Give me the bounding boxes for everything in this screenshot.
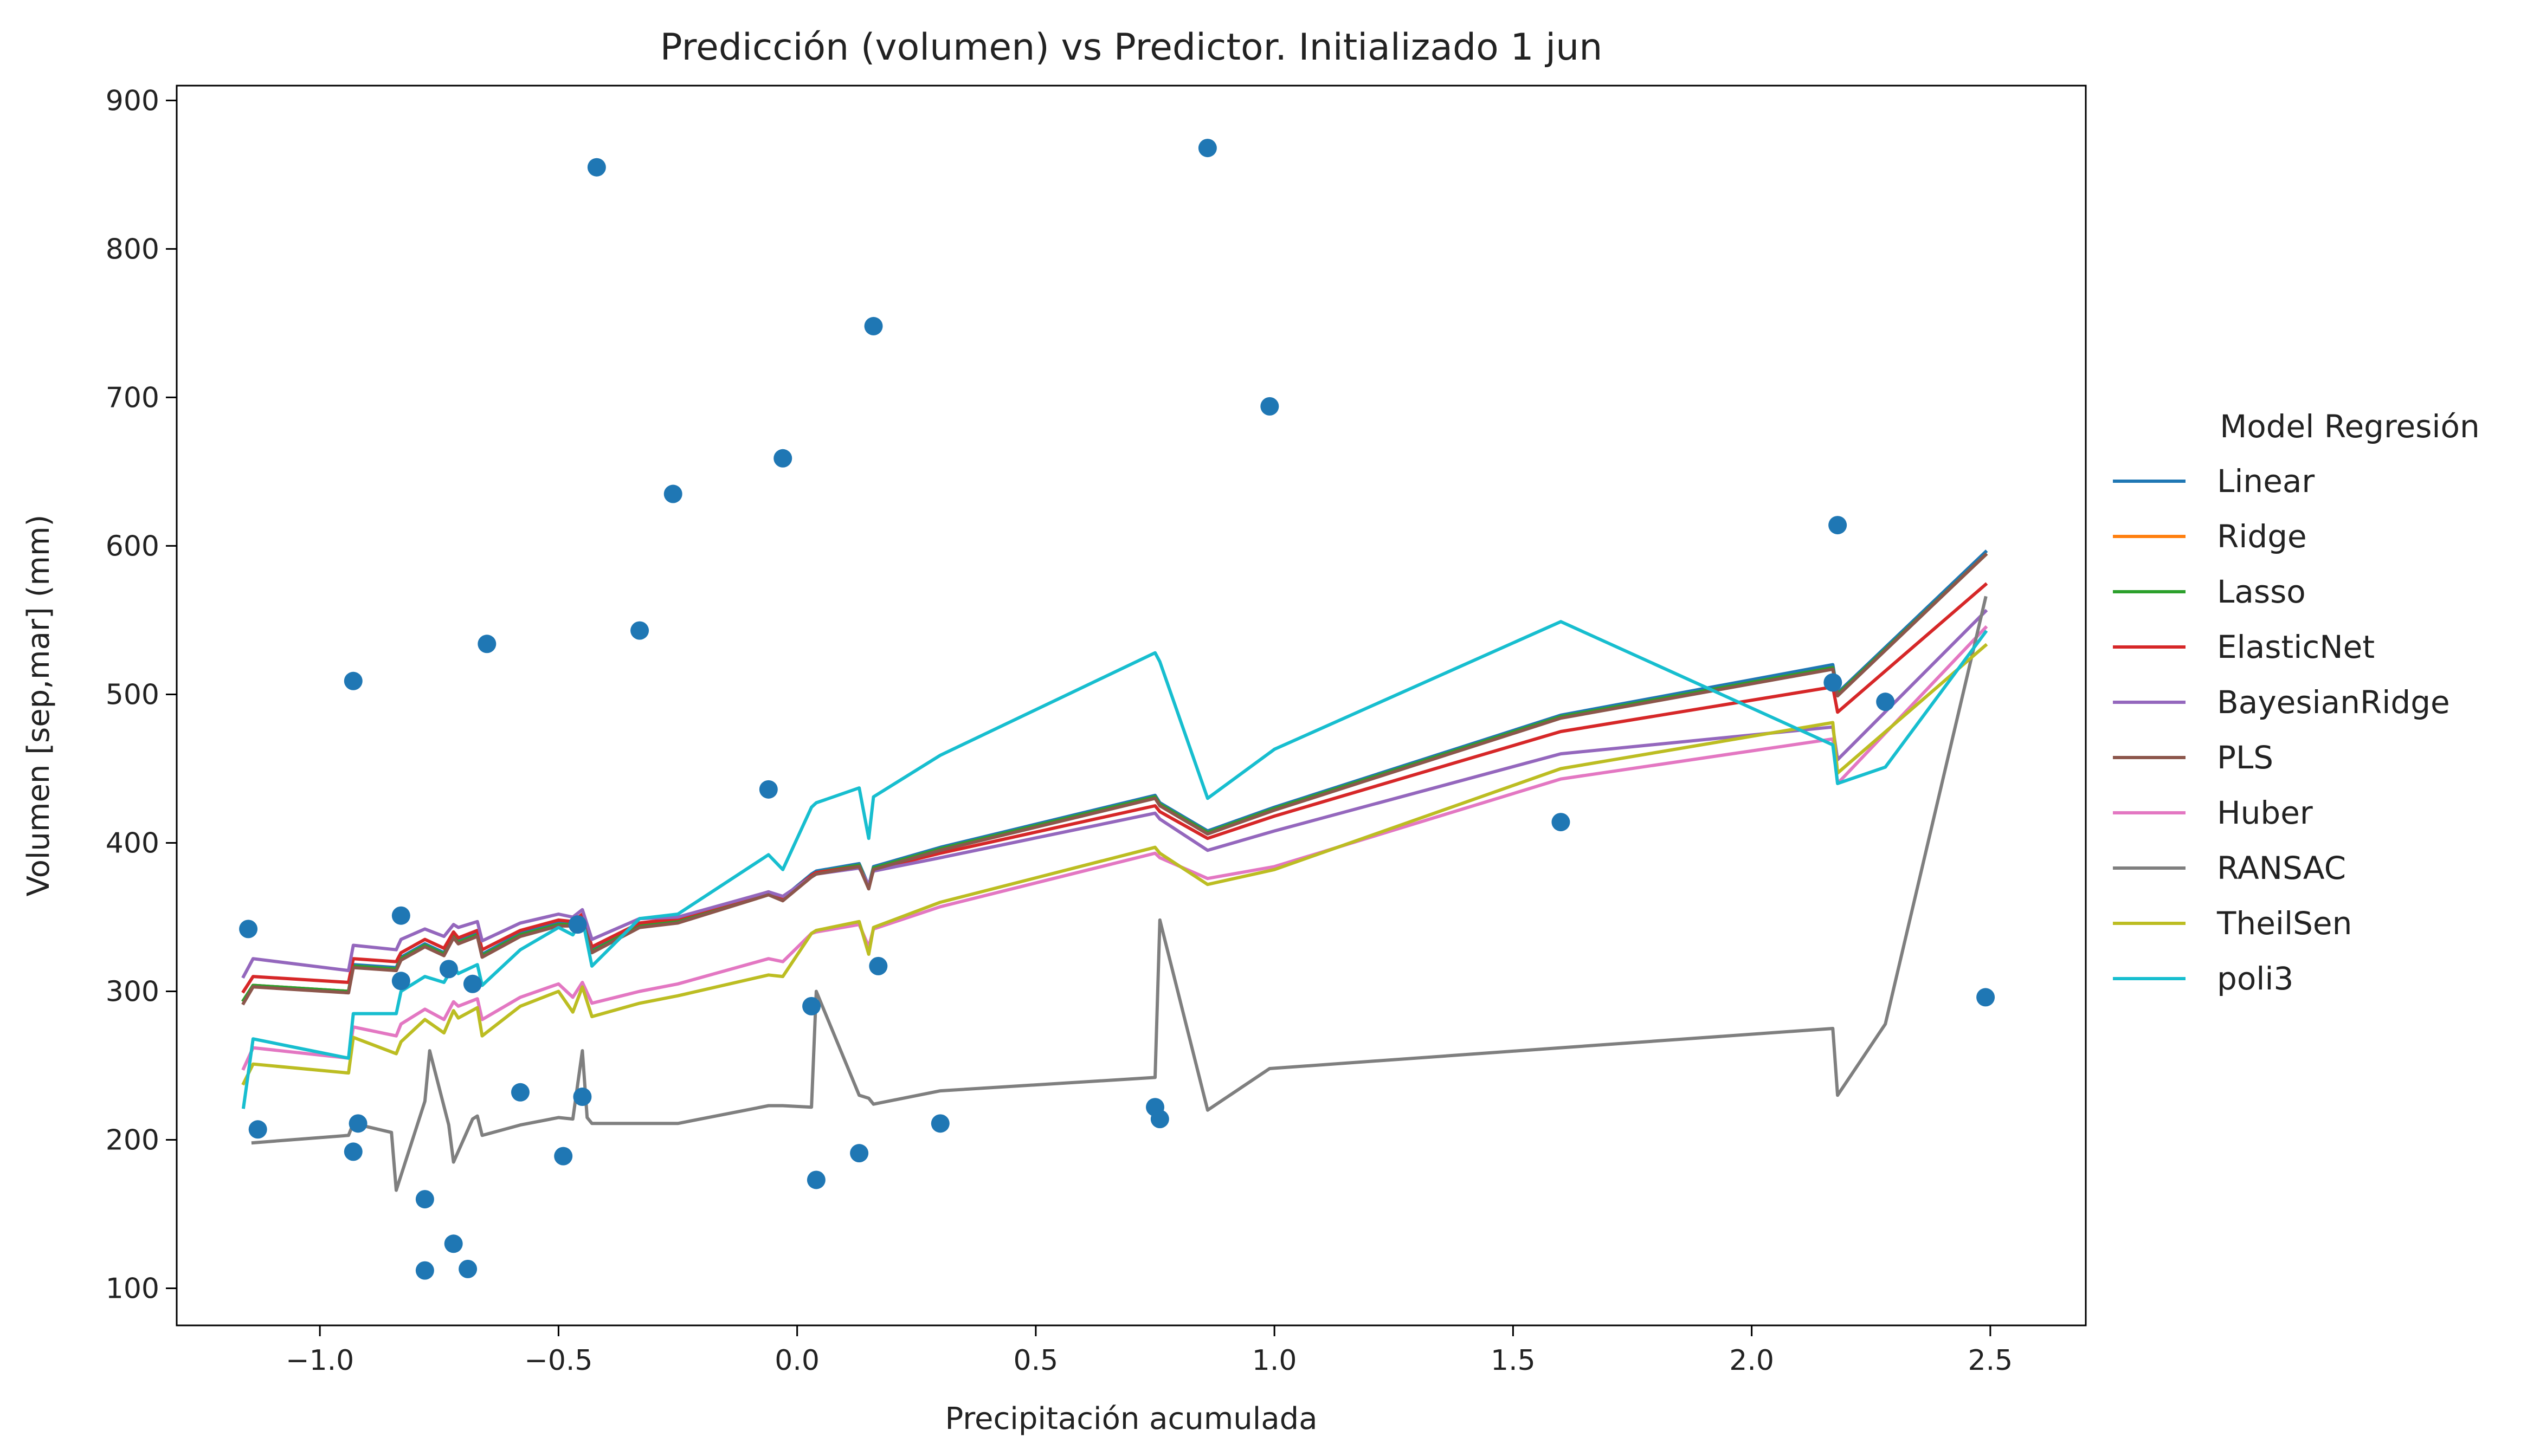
scatter-point [759, 780, 778, 799]
y-axis-label: Volumen [sep,mar] (mm) [21, 515, 56, 897]
scatter-point [349, 1114, 368, 1133]
scatter-point [773, 449, 792, 468]
series-line-ransac [251, 596, 1988, 1192]
scatter-point [391, 972, 410, 991]
x-tick-label: 0.5 [1014, 1344, 1059, 1377]
scatter-point [444, 1234, 463, 1253]
y-tick-label: 900 [106, 85, 159, 117]
scatter-point [459, 1259, 478, 1278]
x-axis-label: Precipitación acumulada [945, 1401, 1317, 1436]
scatter-point [630, 621, 649, 640]
y-axis: 100 200 300 400 500 600 700 800 900 [106, 85, 177, 1305]
scatter-point [478, 635, 497, 653]
scatter-point [1150, 1110, 1169, 1129]
scatter-point [344, 1142, 363, 1161]
scatter-point [1876, 693, 1895, 711]
scatter-layer [239, 139, 1995, 1280]
plot-area [176, 85, 2087, 1326]
scatter-point [248, 1120, 267, 1139]
y-tick-label: 300 [106, 975, 159, 1008]
y-tick-label: 700 [106, 381, 159, 414]
x-tick-label: −0.5 [524, 1344, 592, 1377]
scatter-point [663, 484, 682, 503]
x-tick-label: 2.0 [1729, 1344, 1774, 1377]
x-tick-label: 0.0 [775, 1344, 820, 1377]
chart-title: Predicción (volumen) vs Predictor. Initi… [660, 26, 1603, 69]
scatter-point [869, 956, 888, 975]
scatter-point [511, 1083, 530, 1102]
scatter-point [807, 1170, 826, 1189]
scatter-point [1976, 988, 1995, 1007]
legend-label: poli3 [2217, 960, 2293, 997]
legend-label: ElasticNet [2217, 629, 2375, 665]
series-line-poli3 [241, 620, 1988, 1109]
y-tick-label: 800 [106, 233, 159, 266]
scatter-point [415, 1261, 434, 1280]
y-tick-label: 100 [106, 1272, 159, 1305]
x-tick-label: 2.5 [1968, 1344, 2013, 1377]
x-tick-label: 1.0 [1252, 1344, 1297, 1377]
legend-title: Model Regresión [2220, 408, 2480, 445]
series-layer [241, 549, 1988, 1192]
y-tick-label: 600 [106, 530, 159, 562]
scatter-point [587, 158, 606, 177]
scatter-point [931, 1114, 950, 1133]
legend-label: Huber [2217, 794, 2313, 831]
legend-label: BayesianRidge [2217, 684, 2450, 721]
scatter-point [850, 1144, 869, 1163]
series-line-theilsen [241, 643, 1988, 1086]
plot-frame [176, 85, 2087, 1326]
legend-label: TheilSen [2216, 905, 2352, 942]
scatter-point [391, 906, 410, 925]
series-line-pls [241, 552, 1988, 1006]
scatter-point [568, 915, 587, 934]
legend-label: Ridge [2217, 518, 2307, 555]
x-axis: −1.0 −0.5 0.0 0.5 1.0 1.5 2.0 2.5 [286, 1325, 2013, 1377]
y-tick-label: 200 [106, 1124, 159, 1156]
scatter-point [1551, 813, 1570, 832]
scatter-point [802, 996, 821, 1015]
y-tick-label: 400 [106, 827, 159, 859]
x-tick-label: −1.0 [286, 1344, 354, 1377]
scatter-point [1823, 673, 1842, 692]
scatter-point [554, 1147, 573, 1166]
scatter-point [573, 1088, 592, 1106]
scatter-point [864, 316, 883, 335]
scatter-point [415, 1190, 434, 1209]
series-line-elasticnet [241, 582, 1988, 994]
scatter-point [344, 671, 363, 690]
scatter-point [1198, 139, 1217, 158]
scatter-point [439, 960, 458, 979]
y-tick-label: 500 [106, 678, 159, 711]
legend-label: RANSAC [2217, 850, 2346, 886]
legend-label: Lasso [2217, 573, 2306, 610]
scatter-point [1260, 397, 1279, 416]
legend: Model Regresión Linear Ridge Lasso ElasticN… [2113, 408, 2480, 997]
scatter-point [1828, 516, 1847, 535]
scatter-point [239, 920, 258, 939]
legend-label: Linear [2217, 463, 2315, 500]
legend-items: Linear Ridge Lasso ElasticNet BayesianRidge P… [2113, 463, 2450, 997]
scatter-point [463, 974, 482, 993]
x-tick-label: 1.5 [1491, 1344, 1536, 1377]
legend-label: PLS [2217, 739, 2273, 776]
